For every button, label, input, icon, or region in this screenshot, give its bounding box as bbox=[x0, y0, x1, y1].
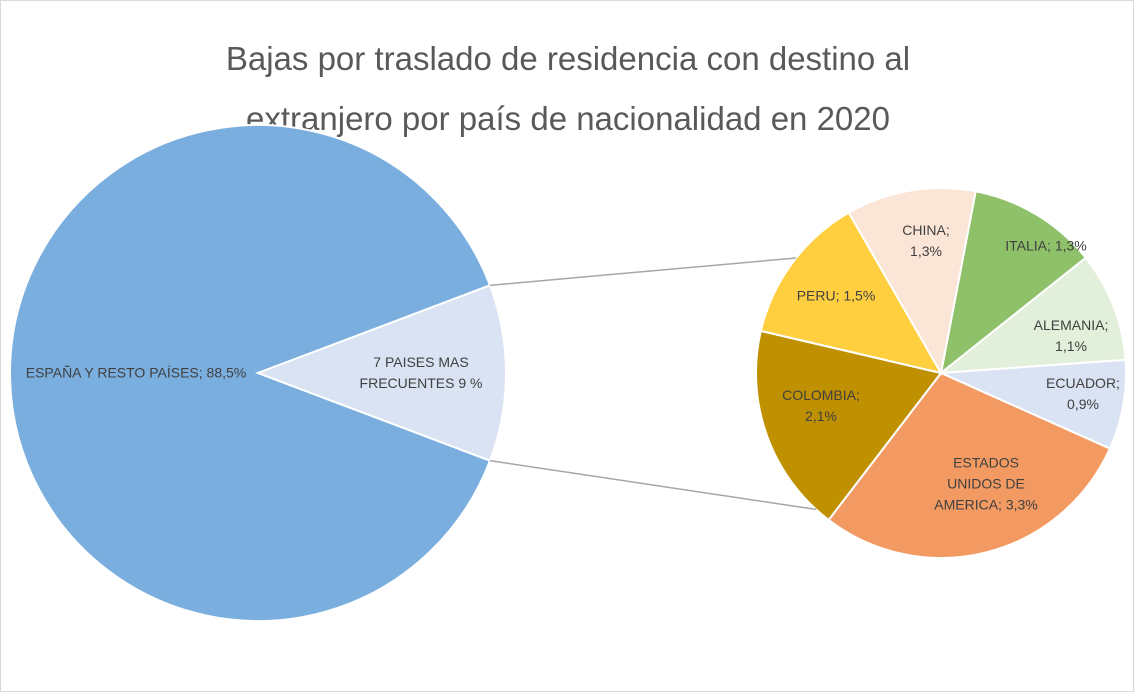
label-text: 3,3% bbox=[1005, 496, 1038, 513]
label-text: ESTADOS UNIDOS DE AMERICA; bbox=[934, 454, 1025, 513]
pie-slice bbox=[939, 190, 1088, 376]
chart-title: Bajas por traslado de residencia con des… bbox=[225, 40, 911, 137]
label-text: 1,3% bbox=[910, 243, 942, 259]
data-label: ESTADOS UNIDOS DE AMERICA; 3,3% bbox=[926, 453, 1046, 516]
pie-slice bbox=[759, 211, 944, 375]
data-label: CHINA; 1,3% bbox=[886, 220, 966, 262]
pie-slice bbox=[847, 187, 977, 376]
label-text: ITALIA; bbox=[1005, 237, 1051, 254]
connector-line bbox=[489, 459, 817, 511]
data-label: 7 PAISES MAS FRECUENTES 9 % bbox=[346, 352, 496, 394]
data-label: COLOMBIA; 2,1% bbox=[766, 385, 876, 427]
label-text: ECUADOR; bbox=[1046, 375, 1120, 391]
label-text: ALEMANIA; bbox=[1033, 317, 1109, 333]
data-label: ESPAÑA Y RESTO PAÍSES; 88,5% bbox=[6, 363, 266, 384]
label-text: 7 PAISES MAS FRECUENTES 9 % bbox=[359, 354, 483, 391]
label-text: COLOMBIA; bbox=[782, 387, 860, 403]
label-text: 1,1% bbox=[1055, 338, 1087, 354]
pie-slice bbox=[827, 371, 1112, 559]
label-text: PERU; bbox=[796, 287, 840, 304]
data-label: ITALIA; 1,3% bbox=[1001, 236, 1091, 257]
data-label: PERU; 1,5% bbox=[796, 286, 876, 307]
label-text: 88,5% bbox=[206, 364, 247, 381]
pie-slice bbox=[755, 329, 943, 522]
label-text: 2,1% bbox=[805, 408, 837, 424]
connector-line bbox=[489, 257, 797, 287]
pie-slice bbox=[9, 124, 492, 622]
label-text: ESPAÑA Y RESTO PAÍSES; bbox=[25, 364, 203, 381]
label-text: CHINA; bbox=[902, 222, 950, 238]
pie-slice bbox=[937, 256, 1127, 375]
label-text: 0,9% bbox=[1067, 396, 1099, 412]
data-label: ECUADOR; 0,9% bbox=[1033, 373, 1133, 415]
pie-slice bbox=[255, 284, 507, 462]
label-text: 1,5% bbox=[843, 287, 876, 304]
pie-slice bbox=[940, 358, 1127, 450]
data-label: ALEMANIA; 1,1% bbox=[1016, 315, 1126, 357]
label-text: 1,3% bbox=[1054, 237, 1087, 254]
